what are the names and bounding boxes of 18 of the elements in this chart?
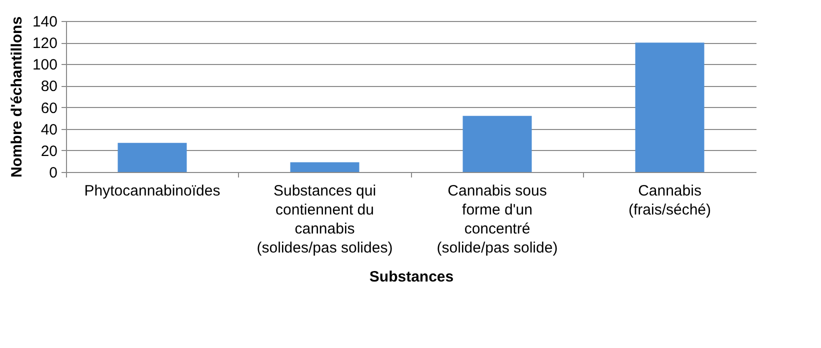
y-tick-label: 60 bbox=[40, 100, 58, 117]
x-tick-label: Substances qui contiennent du cannabis (solides/pas solides) bbox=[256, 182, 393, 256]
y-tick-label: 20 bbox=[40, 142, 58, 160]
y-axis-title: Nombre d'échantillons bbox=[8, 16, 26, 178]
y-tick-label: 100 bbox=[32, 56, 58, 74]
y-tick-label: 0 bbox=[49, 164, 58, 182]
x-tick-label: Phytocannabinoïdes bbox=[84, 182, 220, 200]
bar bbox=[462, 116, 532, 172]
x-tick-label: Cannabis (frais/séché) bbox=[628, 182, 712, 218]
x-tick-label: Cannabis sous forme d'un concentré (solide/pas solide) bbox=[436, 182, 558, 256]
y-tick-label: 80 bbox=[40, 78, 58, 96]
y-tick-label: 140 bbox=[32, 14, 58, 30]
bar bbox=[290, 162, 360, 172]
bar bbox=[635, 42, 704, 172]
bar bbox=[118, 142, 187, 172]
x-axis-title: Substances bbox=[369, 268, 454, 286]
y-tick-label: 40 bbox=[40, 121, 58, 138]
y-tick-label: 120 bbox=[32, 35, 58, 52]
